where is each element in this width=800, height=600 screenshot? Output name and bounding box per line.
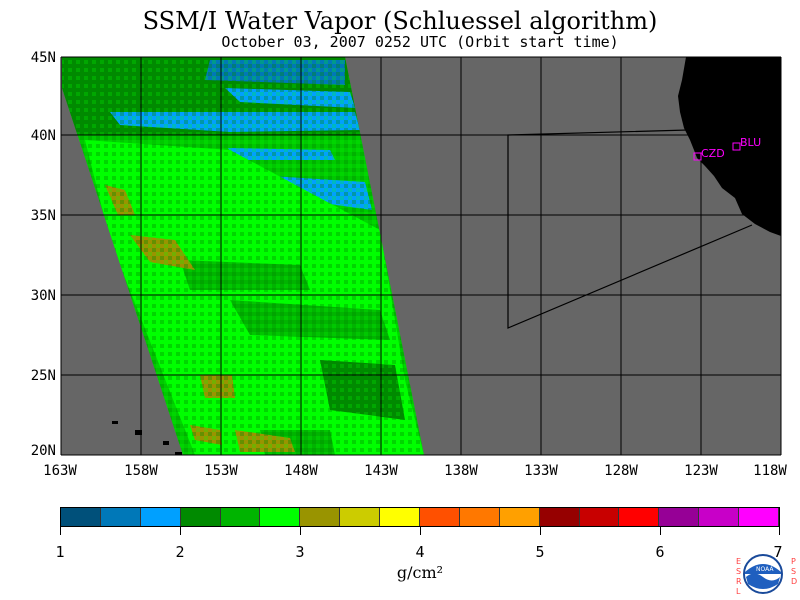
colorbar-segment — [380, 508, 421, 526]
colorbar-segment — [459, 508, 500, 526]
colorbar-label-5: 5 — [535, 543, 545, 561]
station-marker-czd — [693, 152, 702, 161]
lon-label-133w: 133W — [524, 463, 558, 479]
svg-text:P: P — [791, 557, 796, 566]
colorbar-label-3: 3 — [295, 543, 305, 561]
colorbar-segment — [260, 508, 301, 526]
region-outline — [507, 129, 753, 329]
noaa-esrl-psd-logo: E S R L NOAA P S D — [736, 554, 797, 596]
colorbar-tick — [660, 527, 661, 535]
colorbar-segment — [140, 508, 181, 526]
colorbar-segment — [100, 508, 141, 526]
station-markers — [693, 142, 741, 161]
lat-label-45n: 45N — [30, 50, 56, 66]
lon-label-138w: 138W — [444, 463, 478, 479]
lat-label-40n: 40N — [30, 128, 56, 144]
lat-label-35n: 35N — [30, 208, 56, 224]
colorbar-segment — [300, 508, 341, 526]
colorbar-segment — [539, 508, 580, 526]
svg-text:NOAA: NOAA — [756, 566, 774, 573]
colorbar-label-1: 1 — [55, 543, 65, 561]
lon-label-158w: 158W — [124, 463, 158, 479]
map-subtitle: October 03, 2007 0252 UTC (Orbit start t… — [221, 33, 619, 51]
svg-text:E: E — [736, 557, 741, 566]
colorbar-segment — [659, 508, 700, 526]
station-marker-blu — [732, 142, 741, 151]
lon-label-153w: 153W — [204, 463, 238, 479]
lat-label-25n: 25N — [30, 368, 56, 384]
svg-text:D: D — [791, 577, 797, 586]
svg-text:R: R — [736, 577, 742, 586]
colorbar-segment — [499, 508, 540, 526]
colorbar-tick — [779, 527, 780, 535]
station-label-czd: CZD — [701, 147, 725, 160]
colorbar-segment — [699, 508, 740, 526]
colorbar-segment — [579, 508, 620, 526]
lon-label-143w: 143W — [364, 463, 398, 479]
colorbar-tick — [420, 527, 421, 535]
lon-label-163w: 163W — [43, 463, 77, 479]
colorbar-tick — [60, 527, 61, 535]
lat-label-20n: 20N — [30, 443, 56, 459]
colorbar-segment — [619, 508, 660, 526]
station-label-blu: BLU — [740, 136, 761, 149]
colorbar-label-7: 7 — [773, 543, 783, 561]
svg-text:S: S — [736, 567, 741, 576]
lon-label-148w: 148W — [284, 463, 318, 479]
colorbar-tick — [180, 527, 181, 535]
map-title: SSM/I Water Vapor (Schluessel algorithm) — [142, 7, 658, 35]
colorbar-label-2: 2 — [175, 543, 185, 561]
colorbar-segment — [739, 508, 780, 526]
colorbar-segment — [420, 508, 460, 526]
colorbar — [60, 507, 780, 527]
svg-text:L: L — [736, 587, 741, 596]
svg-text:S: S — [791, 567, 796, 576]
land-mass — [678, 57, 781, 236]
colorbar-units: g/cm² — [396, 563, 444, 582]
lon-label-118w: 118W — [753, 463, 787, 479]
colorbar-tick — [300, 527, 301, 535]
lon-label-123w: 123W — [684, 463, 718, 479]
lon-label-128w: 128W — [604, 463, 638, 479]
colorbar-tick — [540, 527, 541, 535]
colorbar-label-6: 6 — [655, 543, 665, 561]
colorbar-segment — [180, 508, 221, 526]
colorbar-label-4: 4 — [415, 543, 425, 561]
colorbar-segment — [340, 508, 381, 526]
colorbar-segment — [61, 508, 101, 526]
water-vapor-map: CZD BLU — [60, 56, 782, 456]
lat-label-30n: 30N — [30, 288, 56, 304]
islands — [112, 421, 182, 455]
graticule — [60, 56, 782, 456]
colorbar-segment — [220, 508, 261, 526]
